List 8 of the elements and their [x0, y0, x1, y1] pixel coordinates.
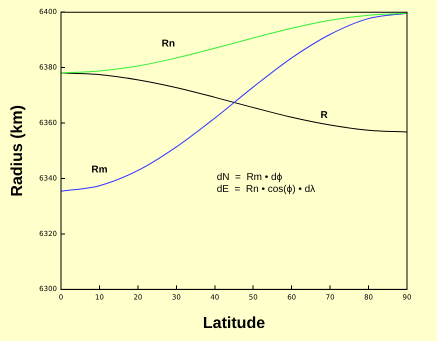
- y-axis-title: Radius (km): [9, 105, 26, 197]
- series-label: R: [320, 110, 328, 121]
- series-label: Rm: [91, 164, 108, 176]
- line-series: [61, 12, 407, 74]
- series-label: Rn: [162, 38, 176, 50]
- annotation: dE = Rn • cos(ϕ) • dλ: [216, 184, 316, 195]
- x-axis-title: Latitude: [202, 314, 266, 332]
- annotation: dN = Rm • dϕ: [216, 172, 283, 183]
